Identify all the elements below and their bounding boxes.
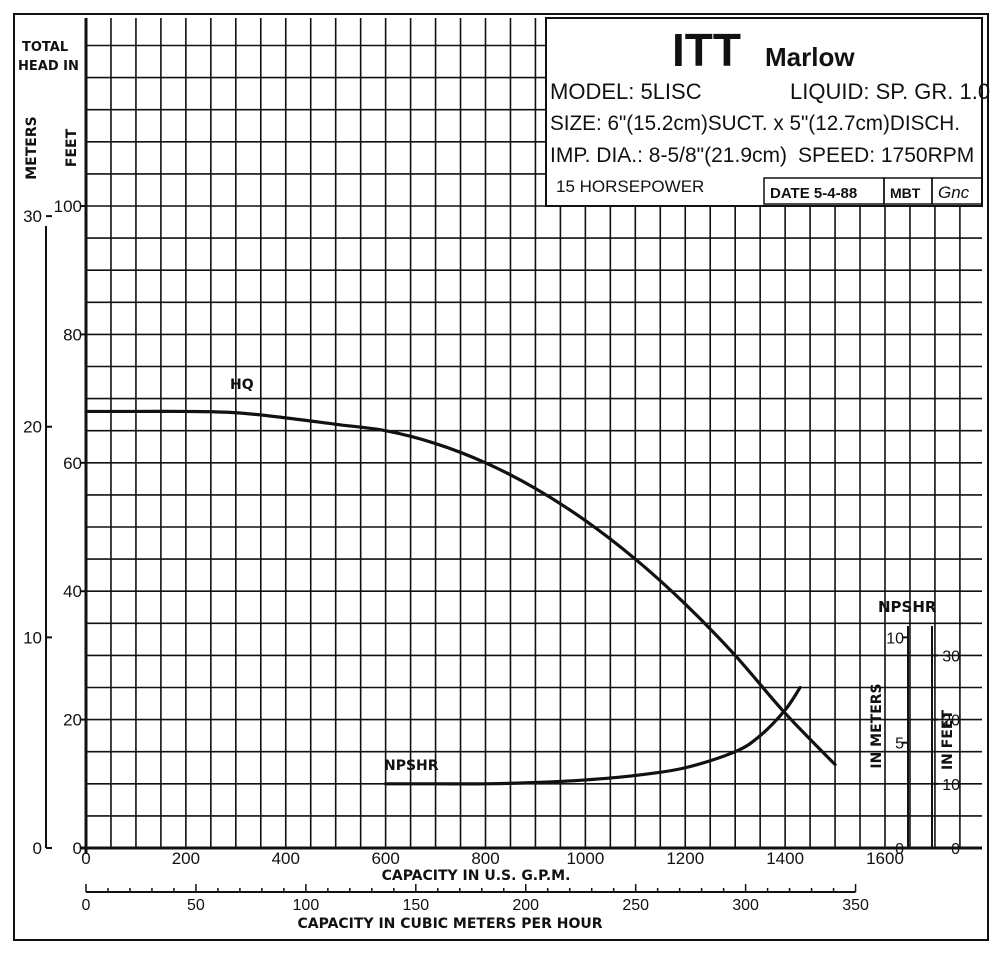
- npshr-feet-tick-label: 10: [942, 777, 960, 794]
- gpm-tick-label: 1200: [666, 849, 704, 868]
- meters-axis-label: METERS: [24, 116, 40, 179]
- npshr-meters-label: IN METERS: [869, 683, 885, 768]
- npshr-axis-title: NPSHR: [878, 598, 937, 616]
- meters-tick-label: 0: [33, 839, 42, 858]
- gpm-tick-label: 1000: [566, 849, 604, 868]
- feet-tick-label: 60: [63, 454, 82, 473]
- liquid-label: LIQUID: SP. GR. 1.0: [790, 79, 990, 104]
- left-axis-title-line2: HEAD IN: [18, 59, 79, 74]
- npshr-feet-tick-label: 30: [942, 648, 960, 665]
- signature: Gnc: [938, 183, 970, 202]
- meters-tick-label: 20: [23, 418, 42, 437]
- gpm-tick-label: 600: [371, 849, 399, 868]
- model-label: MODEL: 5LISC: [550, 79, 702, 104]
- svg-text:ITT: ITT: [672, 24, 741, 76]
- hq-curve: [84, 409, 837, 767]
- gpm-tick-label: 1400: [766, 849, 804, 868]
- meters-tick-label: 10: [23, 628, 42, 647]
- date-label: DATE 5-4-88: [770, 185, 857, 202]
- signature-box: [931, 177, 983, 205]
- feet-tick-label: 80: [63, 325, 82, 344]
- m3h-tick-label: 0: [82, 897, 91, 914]
- npshr-feet-tick-label: 20: [942, 713, 960, 730]
- feet-tick-label: 100: [54, 197, 82, 216]
- m3h-tick-label: 300: [732, 897, 759, 914]
- npshr-meters-tick-label: 10: [886, 630, 904, 647]
- m3h-tick-label: 150: [402, 897, 429, 914]
- chart-frame: [13, 13, 989, 941]
- info-box: [545, 17, 983, 207]
- npshr-feet-label: IN FEET: [940, 710, 956, 770]
- npshr-curve-label: NPSHR: [384, 758, 439, 774]
- feet-tick-label: 20: [63, 711, 82, 730]
- npshr-meters-tick-label: 0: [895, 841, 904, 858]
- npshr-feet-tick-label: 0: [951, 841, 960, 858]
- initials-label: MBT: [890, 185, 921, 201]
- npshr-curve: [384, 685, 802, 786]
- m3h-tick-label: 100: [293, 897, 320, 914]
- gpm-tick-label: 800: [471, 849, 499, 868]
- meters-tick-label: 30: [23, 207, 42, 226]
- feet-tick-label: 40: [63, 582, 82, 601]
- speed-label: SPEED: 1750RPM: [798, 144, 974, 167]
- m3h-tick-label: 250: [622, 897, 649, 914]
- imp-dia-label: IMP. DIA.: 8-5/8"(21.9cm): [550, 144, 787, 167]
- m3h-tick-label: 200: [512, 897, 539, 914]
- left-axis-title-line1: TOTAL: [22, 40, 68, 55]
- feet-tick-label: 0: [73, 839, 82, 858]
- hq-curve-label: HQ: [230, 377, 254, 393]
- gpm-tick-label: 400: [272, 849, 300, 868]
- gpm-tick-label: 0: [81, 849, 90, 868]
- x2-axis-label: CAPACITY IN CUBIC METERS PER HOUR: [297, 916, 602, 932]
- feet-axis-label: FEET: [64, 128, 80, 167]
- gpm-tick-label: 200: [172, 849, 200, 868]
- x-axis-label: CAPACITY IN U.S. G.P.M.: [382, 868, 571, 884]
- brand-name: Marlow: [765, 42, 855, 72]
- m3h-tick-label: 350: [842, 897, 869, 914]
- curves: HQ NPSHR: [84, 377, 837, 786]
- m3h-tick-label: 50: [187, 897, 205, 914]
- size-label: SIZE: 6"(15.2cm)SUCT. x 5"(12.7cm)DISCH.: [550, 112, 960, 135]
- horsepower-label: 15 HORSEPOWER: [556, 177, 704, 196]
- gpm-tick-label: 1600: [866, 849, 904, 868]
- npshr-meters-tick-label: 5: [895, 736, 904, 753]
- itt-logo: ITT: [672, 24, 741, 76]
